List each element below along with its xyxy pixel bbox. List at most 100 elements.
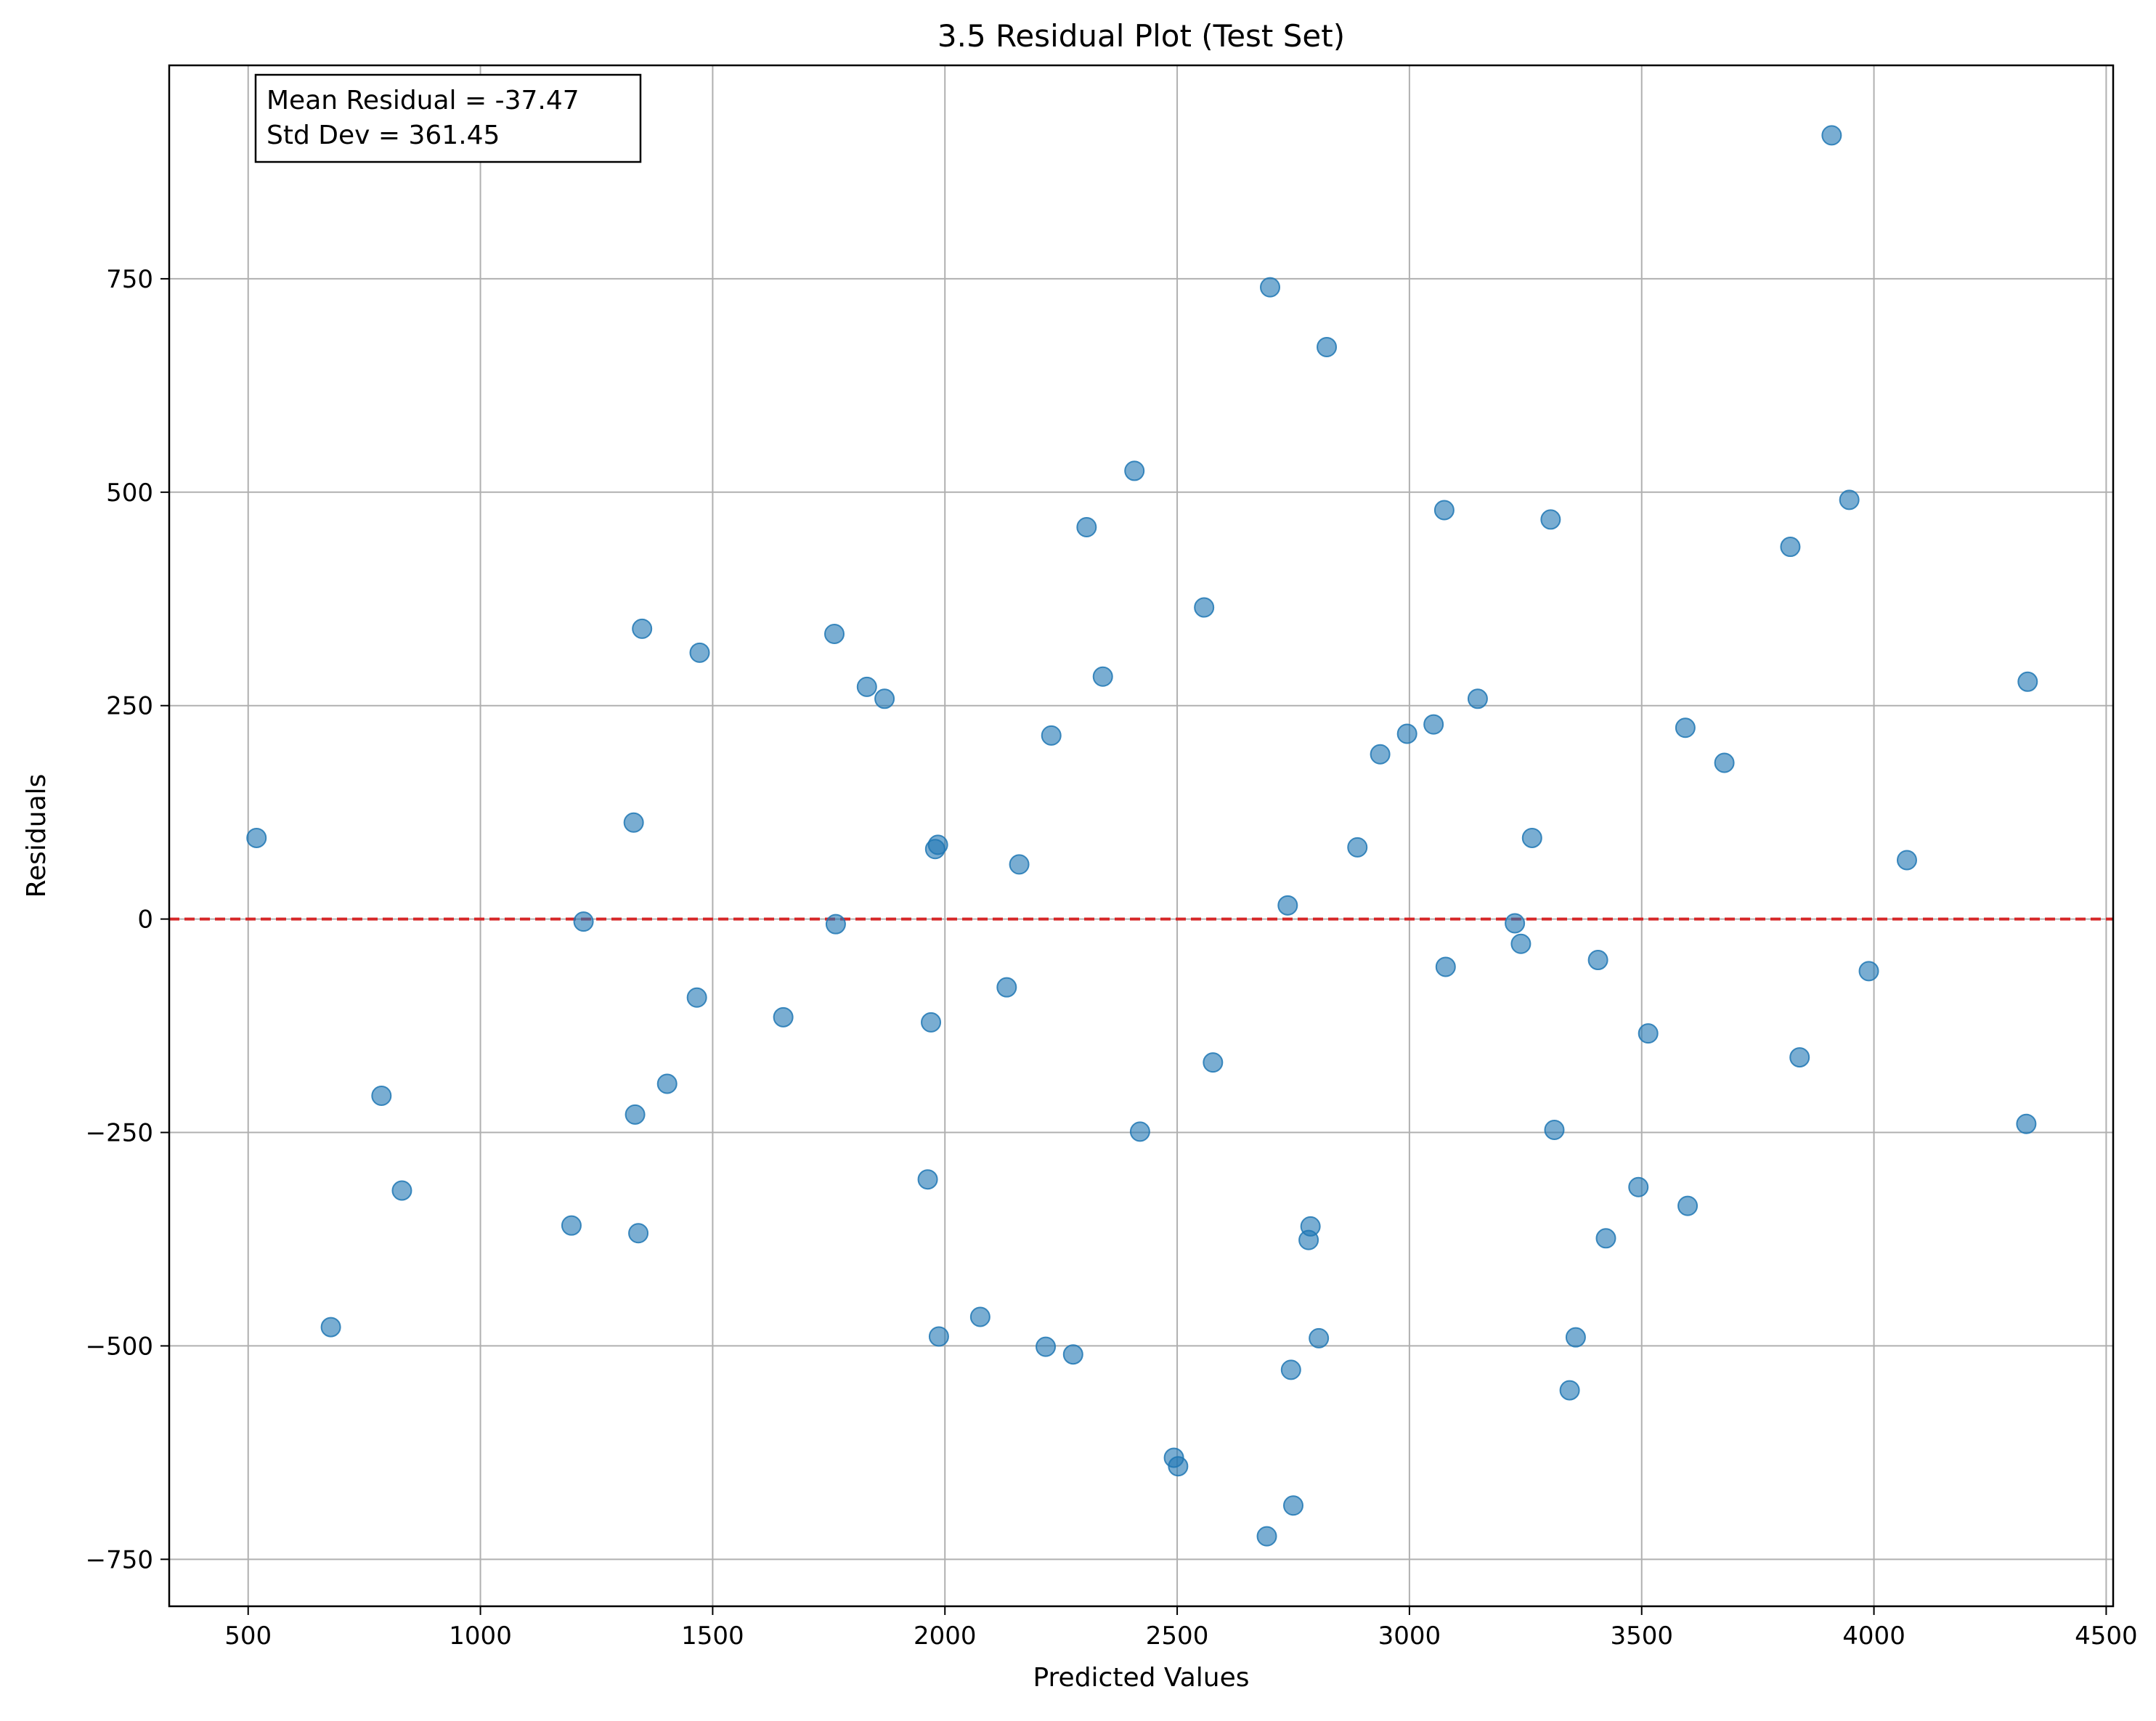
data-point [1839,489,1860,510]
std-dev-text: Std Dev = 361.45 [267,121,500,150]
data-point [1559,1380,1580,1401]
x-tick-label: 1500 [681,1622,744,1651]
data-point [1780,537,1801,558]
data-point [1041,725,1062,746]
data-point [856,676,877,697]
data-point [1092,666,1113,687]
data-point [246,827,267,848]
data-point [573,911,594,932]
data-point [1423,714,1444,735]
data-point [1677,1195,1699,1216]
data-point [2017,671,2038,692]
data-point [656,1073,678,1094]
data-point [927,834,948,855]
data-point [1282,1495,1303,1516]
data-point [1062,1344,1083,1365]
data-point [917,1169,938,1190]
data-point [1347,837,1368,858]
data-point [1300,1216,1321,1237]
data-point [1544,1120,1565,1141]
data-point [1317,336,1338,357]
data-points [246,125,2038,1547]
data-point [773,1006,794,1028]
data-point [625,1104,646,1125]
data-point [1076,517,1097,538]
data-point [1638,1023,1659,1044]
data-point [1587,950,1608,971]
data-point [632,618,653,639]
data-point [824,623,845,644]
y-tick-label: −750 [86,1545,153,1574]
data-point [1396,723,1417,744]
x-tick-label: 4500 [2075,1622,2138,1651]
x-tick-label: 2500 [1146,1622,1209,1651]
data-point [1858,961,1879,982]
data-point [1433,500,1455,521]
data-point [1036,1336,1057,1357]
data-point [874,688,895,709]
data-point [391,1180,412,1201]
x-axis-label: Predicted Values [1033,1663,1249,1693]
data-point [2016,1113,2037,1134]
x-tick-label: 3500 [1610,1622,1673,1651]
data-point [1505,913,1526,934]
data-point [1009,854,1030,875]
x-tick-label: 3000 [1378,1622,1441,1651]
data-point [686,987,707,1008]
stats-annotation-box [254,73,642,163]
data-point [1595,1228,1616,1249]
data-point [1129,1121,1150,1142]
data-point [1565,1327,1586,1348]
data-point [1789,1047,1810,1068]
data-point [1203,1052,1224,1073]
y-tick-label: 0 [137,906,153,935]
data-point [1510,933,1531,954]
data-point [996,977,1017,998]
data-point [928,1326,949,1347]
y-tick-label: 750 [106,265,153,294]
x-tick-label: 2000 [914,1622,977,1651]
data-point [1467,688,1488,709]
data-point [320,1317,341,1338]
data-point [561,1215,582,1236]
data-point [689,642,710,663]
y-tick-label: −250 [86,1119,153,1148]
y-tick-label: −500 [86,1332,153,1361]
data-point [921,1012,942,1033]
data-point [969,1306,990,1327]
data-point [1628,1176,1649,1197]
data-point [1370,744,1391,765]
x-tick-label: 1000 [449,1622,512,1651]
y-tick-label: 500 [106,479,153,508]
data-point [1168,1456,1189,1477]
data-point [1124,460,1145,481]
data-point [1896,850,1917,871]
data-point [1260,277,1281,298]
x-tick-label: 4000 [1842,1622,1905,1651]
data-point [1540,509,1561,530]
data-point [825,914,846,935]
data-point [1521,827,1542,848]
y-axis-label: Residuals [22,774,52,898]
data-point [628,1223,649,1244]
data-point [1714,752,1735,773]
data-point [1309,1327,1330,1348]
y-tick-label: 250 [106,692,153,721]
data-point [1256,1526,1277,1547]
data-point [1821,125,1842,146]
data-point [1435,956,1456,977]
mean-residual-text: Mean Residual = -37.47 [267,86,579,115]
data-point [1194,597,1215,618]
data-point [1675,717,1696,739]
axis-ticks: 500 1000 1500 2000 2500 3000 3500 4000 4500−750−… [86,265,2138,1651]
data-point [1280,1359,1301,1380]
plot-frame [168,64,2115,1608]
data-point [371,1085,392,1106]
chart-title: 3.5 Residual Plot (Test Set) [937,18,1345,54]
data-point [1277,895,1298,916]
x-tick-label: 500 [224,1622,272,1651]
stats-annotation: Mean Residual = -37.47 Std Dev = 361.45 [254,73,642,163]
